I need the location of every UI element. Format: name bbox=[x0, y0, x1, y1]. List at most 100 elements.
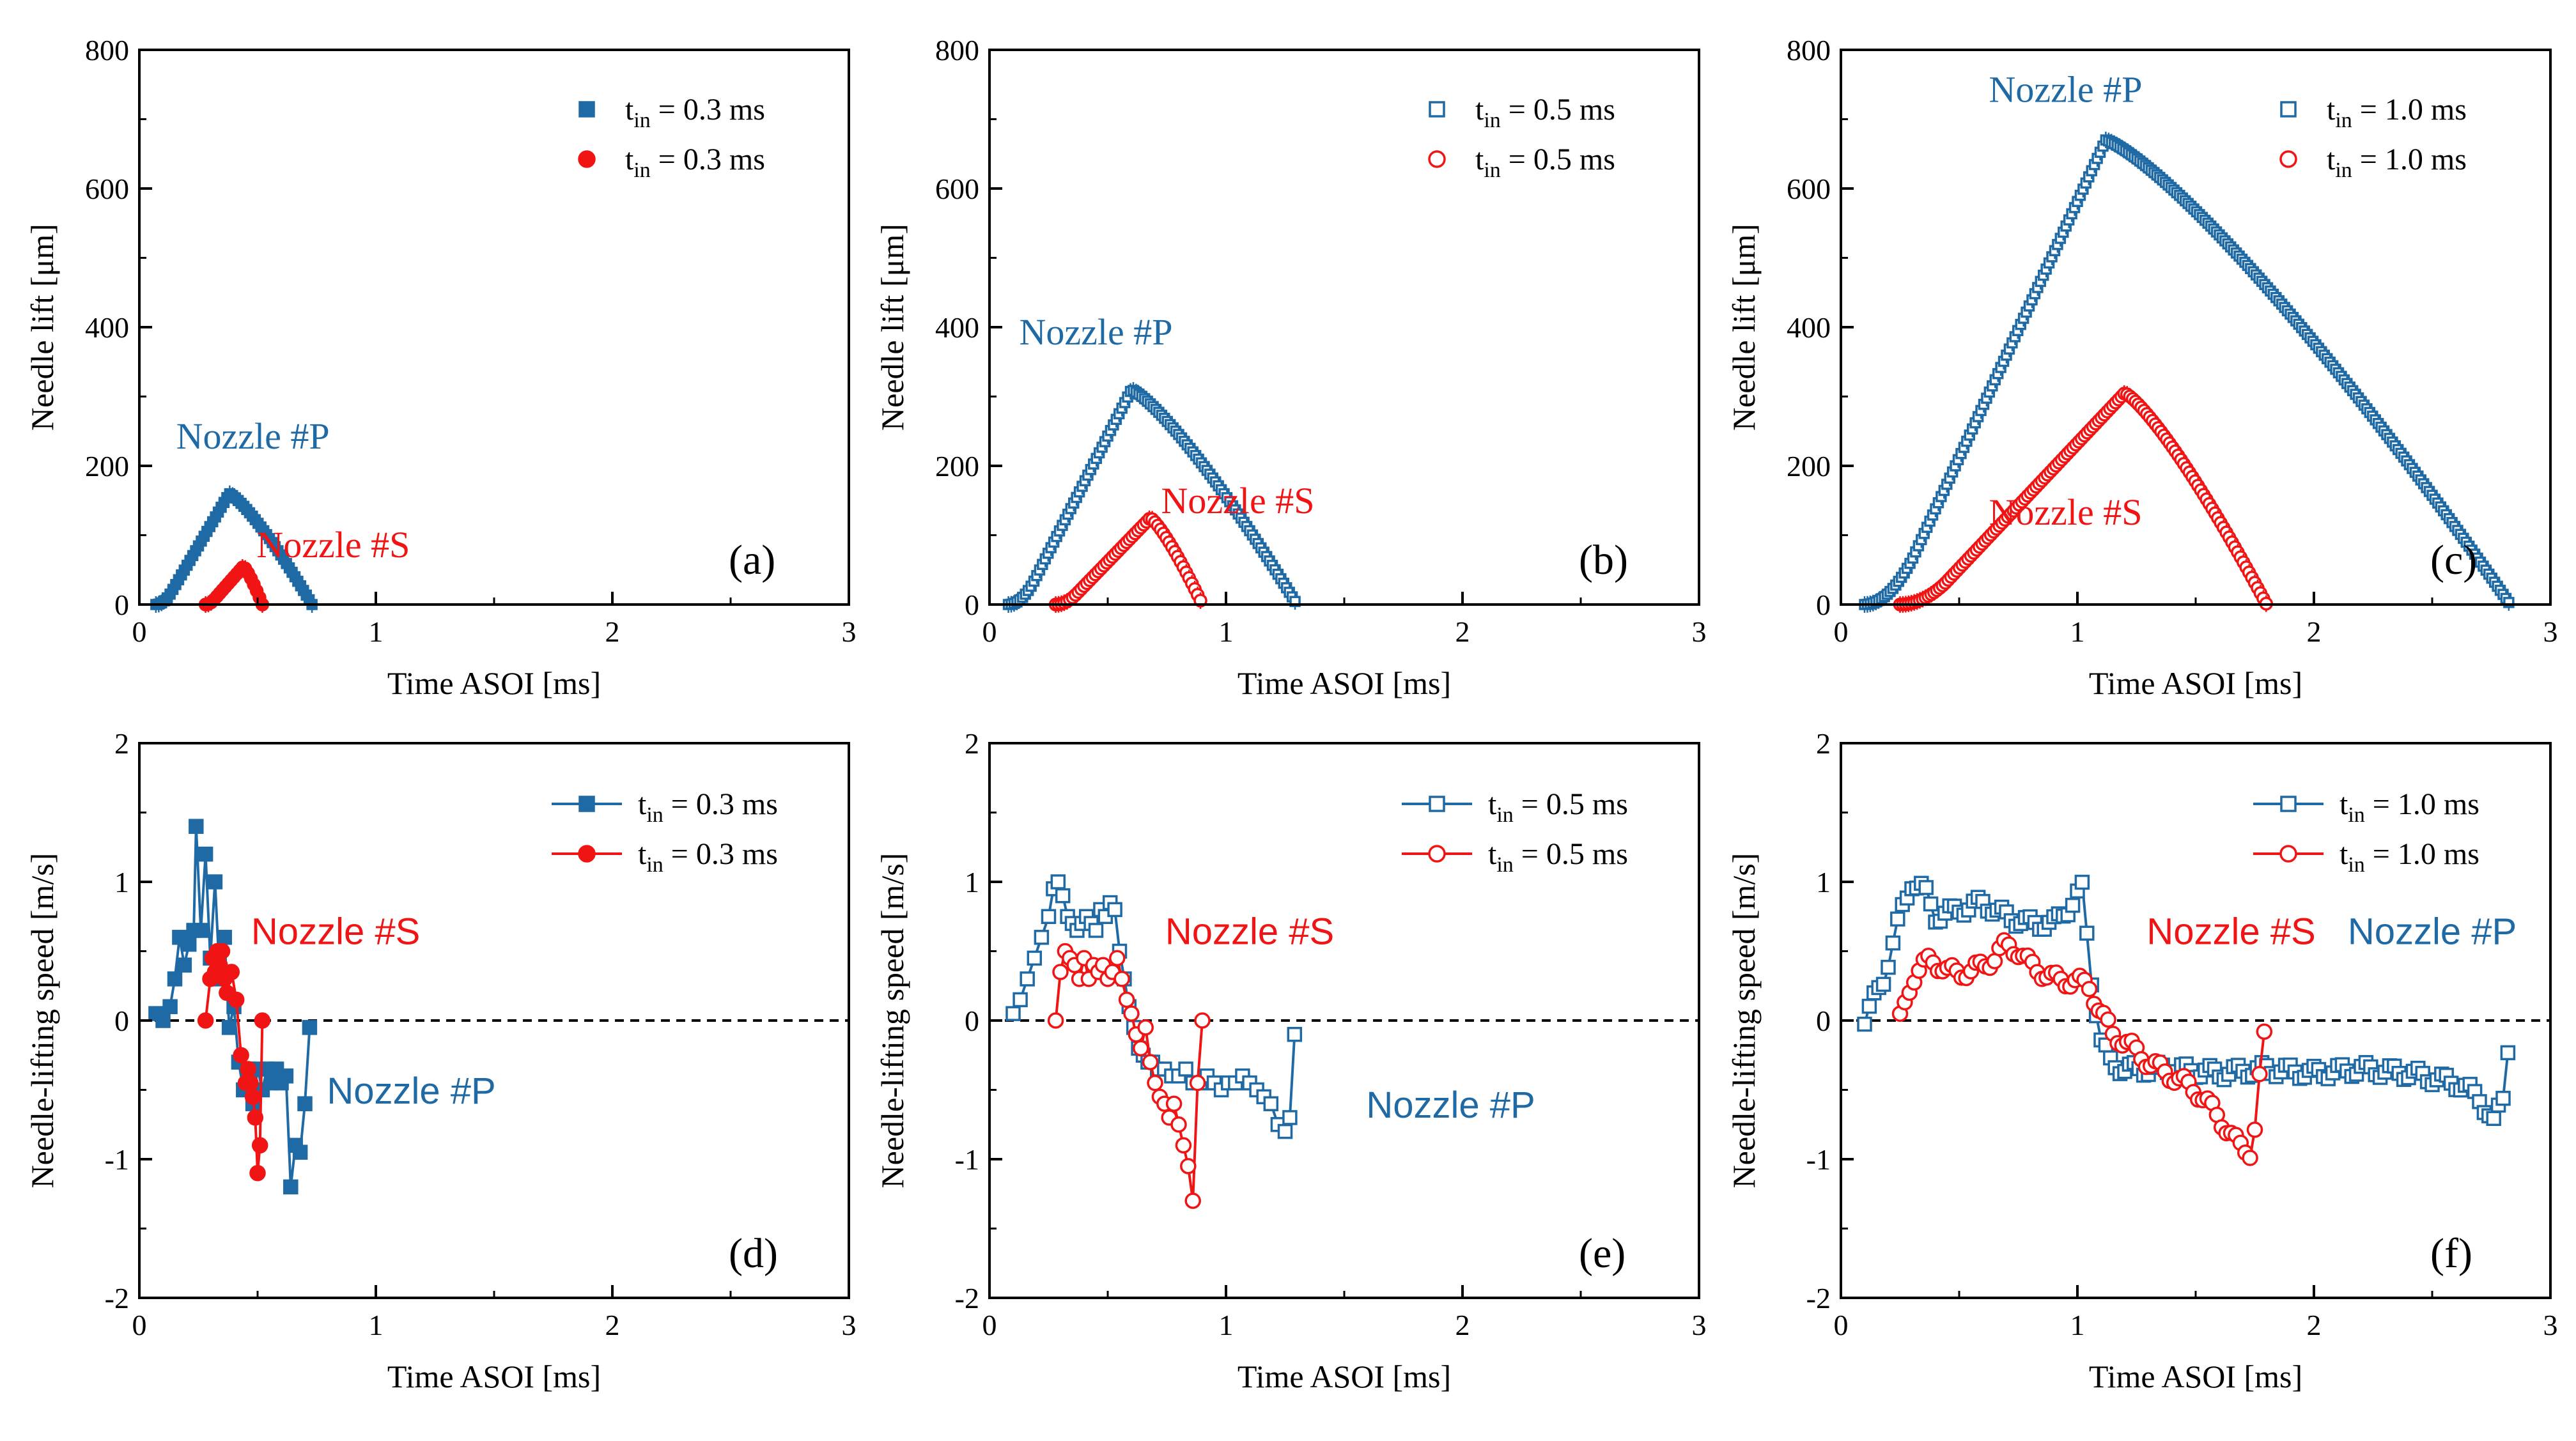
x-tick-label: 1 bbox=[2070, 615, 2085, 648]
legend: tin = 0.3 ms tin = 0.3 ms bbox=[552, 787, 778, 877]
data-point bbox=[1109, 950, 1126, 967]
data-point bbox=[176, 957, 192, 973]
data-point bbox=[155, 1013, 171, 1028]
data-point bbox=[1881, 959, 1896, 975]
y-tick-label: 0 bbox=[1816, 1005, 1831, 1037]
x-axis-label: Time ASOI [ms] bbox=[2089, 665, 2302, 701]
data-point bbox=[247, 1109, 264, 1126]
data-point bbox=[1118, 991, 1135, 1008]
data-point bbox=[2065, 897, 2081, 913]
y-tick-label: -1 bbox=[105, 1143, 129, 1176]
data-point bbox=[1194, 1012, 1211, 1029]
data-point bbox=[244, 1088, 261, 1106]
y-tick-label: 1 bbox=[1816, 866, 1831, 898]
legend-marker bbox=[578, 101, 595, 118]
y-tick-label: 400 bbox=[85, 311, 129, 344]
data-point bbox=[1050, 874, 1066, 890]
data-point bbox=[1175, 1137, 1192, 1154]
y-tick-label: 200 bbox=[85, 450, 129, 482]
y-tick-label: 2 bbox=[114, 727, 129, 760]
x-tick-label: 2 bbox=[1455, 1309, 1470, 1341]
legend-marker bbox=[2279, 845, 2297, 863]
data-point bbox=[1052, 964, 1069, 980]
data-point bbox=[1277, 1123, 1293, 1139]
data-point bbox=[223, 964, 240, 980]
legend-label: tin = 0.3 ms bbox=[625, 93, 765, 132]
x-tick-label: 3 bbox=[2543, 1309, 2558, 1341]
legend: tin = 0.3 ms tin = 0.3 ms bbox=[578, 93, 765, 182]
y-tick-label: -1 bbox=[955, 1143, 979, 1176]
series-P bbox=[1859, 132, 2515, 613]
legend: tin = 0.5 ms tin = 0.5 ms bbox=[1428, 93, 1615, 182]
y-tick-label: 2 bbox=[965, 727, 979, 760]
data-point bbox=[1041, 909, 1057, 924]
series-S bbox=[1048, 510, 1207, 613]
series-S bbox=[1891, 932, 2273, 1166]
data-point bbox=[1890, 911, 1905, 927]
data-point bbox=[2081, 980, 2098, 998]
annotation-nozzle-p: Nozzle #P bbox=[1989, 68, 2143, 110]
x-axis-label: Time ASOI [ms] bbox=[387, 1359, 601, 1394]
data-point bbox=[1180, 1158, 1197, 1175]
y-tick-label: 0 bbox=[114, 1005, 129, 1037]
data-point bbox=[1857, 1016, 1872, 1032]
data-point bbox=[1123, 1005, 1140, 1022]
data-point bbox=[189, 819, 204, 834]
data-point bbox=[1055, 888, 1071, 904]
x-tick-label: 3 bbox=[1692, 1309, 1707, 1341]
annotation-nozzle-s: Nozzle #S bbox=[256, 524, 410, 566]
data-point bbox=[1107, 902, 1122, 918]
data-point bbox=[1147, 1074, 1163, 1091]
y-tick-label: -2 bbox=[1806, 1282, 1831, 1314]
data-point bbox=[297, 1096, 313, 1111]
data-point bbox=[197, 1012, 214, 1029]
legend-marker bbox=[1428, 150, 1446, 168]
legend: tin = 1.0 ms tin = 1.0 ms bbox=[2253, 787, 2479, 877]
y-axis-label: Needle lift [μm] bbox=[874, 224, 910, 431]
series-S bbox=[197, 943, 271, 1182]
y-axis-label: Needle lift [μm] bbox=[24, 224, 60, 431]
annotation-nozzle-s: Nozzle #S bbox=[1165, 911, 1334, 953]
data-point bbox=[1875, 976, 1891, 992]
legend-label: tin = 0.5 ms bbox=[1475, 93, 1615, 132]
x-tick-label: 2 bbox=[605, 615, 620, 648]
x-tick-label: 1 bbox=[2070, 1309, 2085, 1341]
data-point bbox=[228, 991, 245, 1008]
data-point bbox=[2246, 1121, 2263, 1138]
x-tick-label: 3 bbox=[1692, 615, 1707, 648]
data-point bbox=[251, 1137, 268, 1154]
data-point bbox=[1137, 1019, 1154, 1036]
data-point bbox=[283, 1179, 299, 1195]
data-point bbox=[1027, 950, 1043, 966]
y-tick-label: 600 bbox=[1787, 173, 1831, 205]
y-tick-label: -1 bbox=[1806, 1143, 1831, 1176]
data-point bbox=[1861, 998, 1877, 1014]
data-point bbox=[181, 936, 197, 952]
legend-label: tin = 0.5 ms bbox=[1488, 787, 1628, 827]
data-point bbox=[254, 1012, 271, 1029]
plot-frame bbox=[138, 49, 850, 606]
y-tick-label: 400 bbox=[1787, 311, 1831, 344]
data-point bbox=[249, 1164, 266, 1182]
legend-marker bbox=[1428, 845, 1446, 863]
y-tick-label: 600 bbox=[935, 173, 979, 205]
y-tick-label: 1 bbox=[965, 866, 979, 898]
y-axis-label: Needle-lifting speed [m/s] bbox=[1726, 853, 1762, 1189]
data-point bbox=[2500, 1045, 2516, 1061]
data-point bbox=[213, 943, 231, 960]
y-tick-label: -2 bbox=[955, 1282, 979, 1314]
x-tick-label: 3 bbox=[2543, 615, 2558, 648]
data-point bbox=[2100, 1011, 2116, 1028]
x-tick-label: 0 bbox=[982, 615, 997, 648]
legend-label: tin = 0.3 ms bbox=[638, 837, 778, 877]
x-tick-label: 1 bbox=[1219, 1309, 1234, 1341]
y-tick-label: 200 bbox=[935, 450, 979, 482]
data-point bbox=[217, 930, 232, 945]
data-point bbox=[193, 923, 208, 938]
data-point bbox=[1287, 1026, 1303, 1042]
data-point bbox=[221, 1020, 237, 1035]
y-tick-label: 600 bbox=[85, 173, 129, 205]
data-point bbox=[1088, 923, 1104, 938]
